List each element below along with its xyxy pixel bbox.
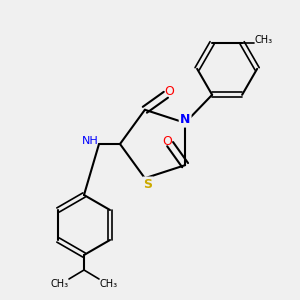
Text: CH₃: CH₃ (99, 279, 117, 289)
Text: N: N (180, 113, 190, 126)
Text: S: S (143, 178, 152, 191)
Text: CH₃: CH₃ (254, 35, 272, 45)
Text: CH₃: CH₃ (51, 279, 69, 289)
Text: NH: NH (82, 136, 99, 146)
Text: O: O (164, 85, 174, 98)
Text: O: O (162, 135, 172, 148)
